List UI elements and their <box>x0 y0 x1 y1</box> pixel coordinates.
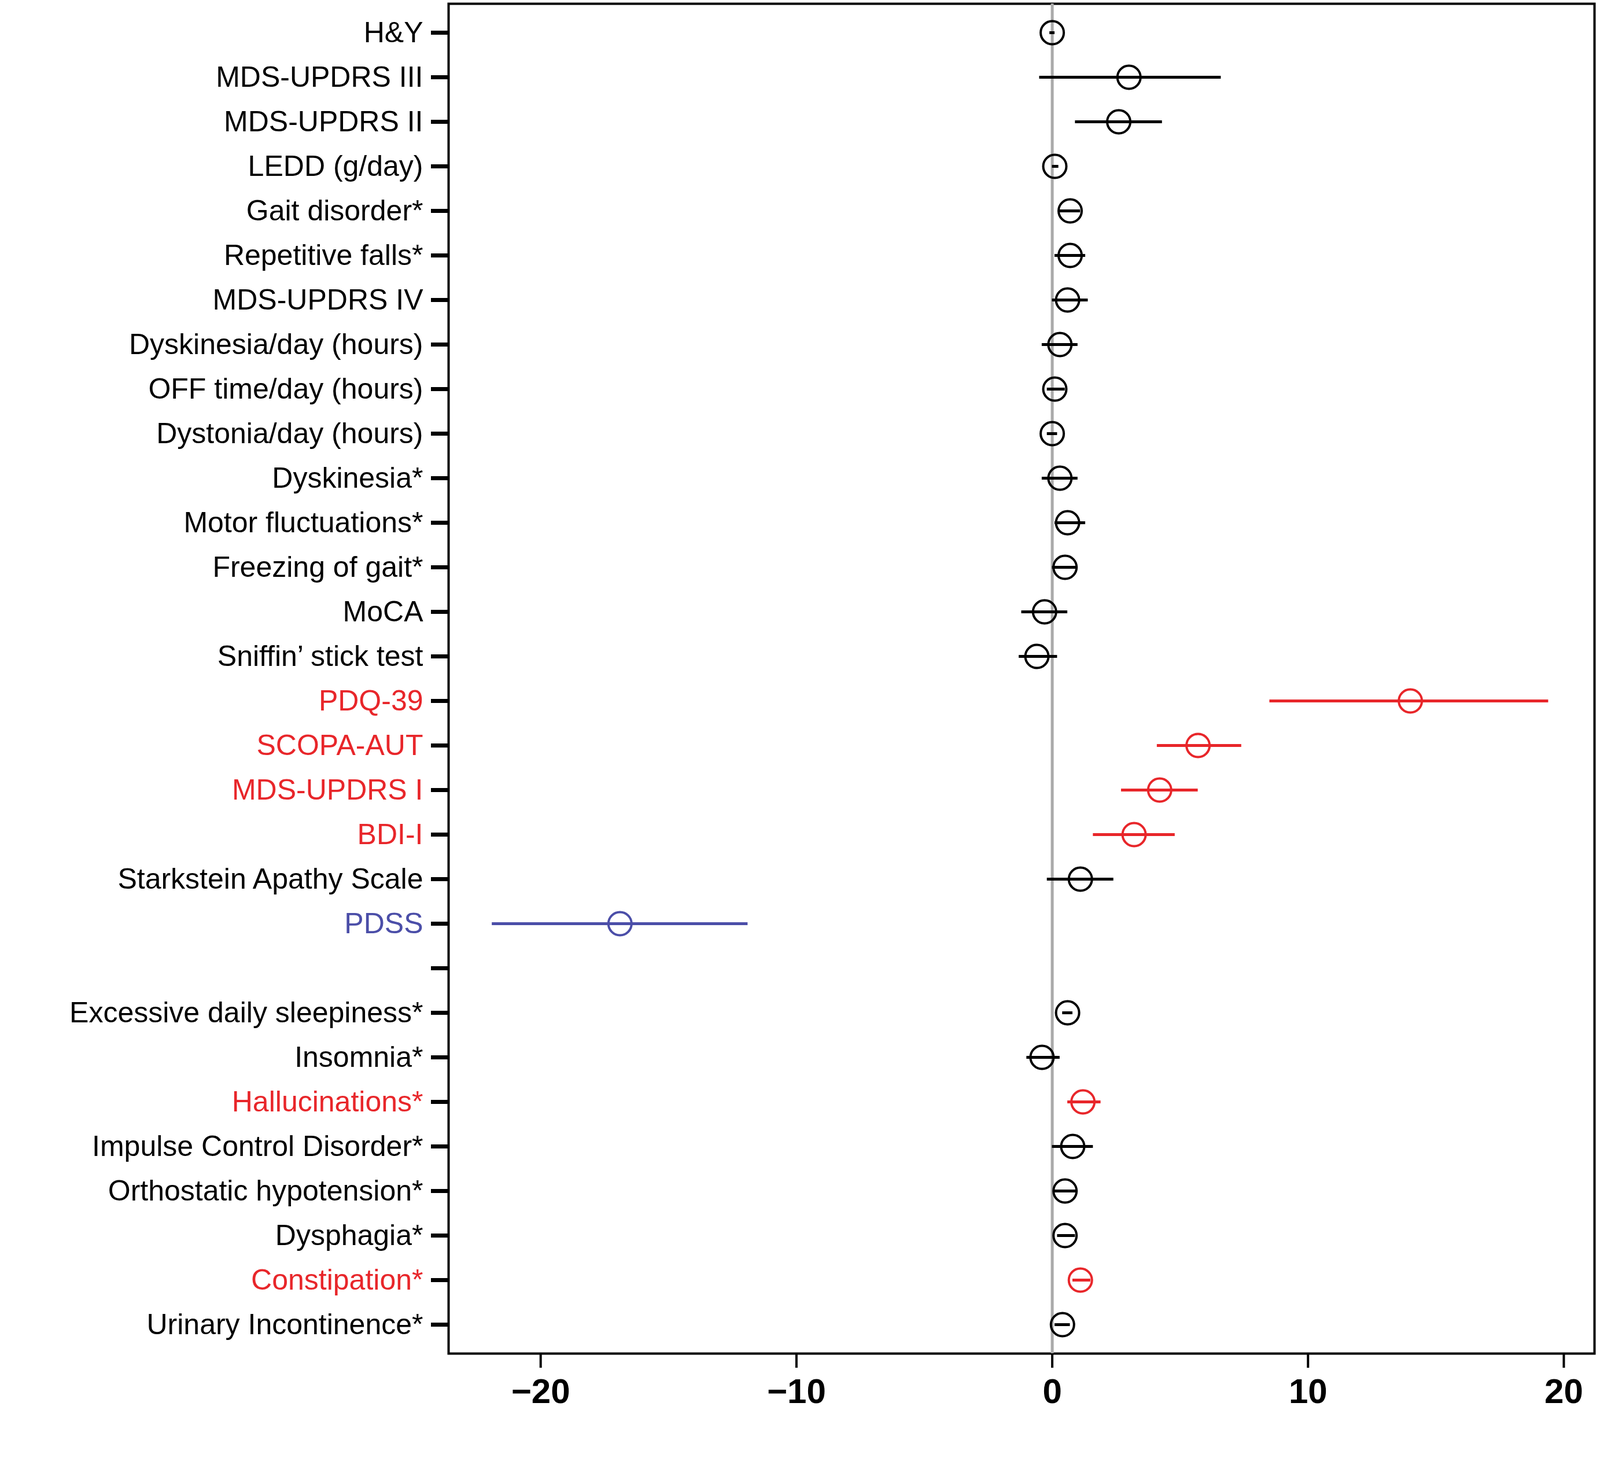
svg-text:PDQ-39: PDQ-39 <box>318 684 424 717</box>
svg-text:PDSS: PDSS <box>344 907 423 940</box>
svg-text:Repetitive falls*: Repetitive falls* <box>223 238 424 272</box>
svg-text:MDS-UPDRS II: MDS-UPDRS II <box>223 105 423 138</box>
svg-text:Constipation*: Constipation* <box>251 1263 423 1296</box>
svg-text:0: 0 <box>1042 1371 1062 1411</box>
svg-text:Starkstein Apathy Scale: Starkstein Apathy Scale <box>117 862 423 895</box>
svg-text:−10: −10 <box>767 1371 827 1411</box>
svg-text:OFF time/day (hours): OFF time/day (hours) <box>148 372 423 405</box>
svg-text:Motor fluctuations*: Motor fluctuations* <box>183 506 423 539</box>
svg-text:Orthostatic hypotension*: Orthostatic hypotension* <box>108 1174 424 1207</box>
svg-text:H&Y: H&Y <box>363 16 424 49</box>
svg-text:Hallucinations*: Hallucinations* <box>231 1085 424 1118</box>
svg-text:MDS-UPDRS I: MDS-UPDRS I <box>231 773 424 806</box>
svg-text:20: 20 <box>1544 1371 1584 1411</box>
svg-text:Impulse Control Disorder*: Impulse Control Disorder* <box>91 1129 423 1163</box>
svg-text:Sniffin’ stick test: Sniffin’ stick test <box>217 639 424 673</box>
svg-text:Dyskinesia*: Dyskinesia* <box>271 461 423 494</box>
svg-text:BDI-I: BDI-I <box>357 817 424 851</box>
svg-text:10: 10 <box>1288 1371 1328 1411</box>
svg-text:Excessive daily sleepiness*: Excessive daily sleepiness* <box>69 996 423 1029</box>
svg-text:Urinary Incontinence*: Urinary Incontinence* <box>146 1307 423 1341</box>
svg-text:LEDD (g/day): LEDD (g/day) <box>248 149 424 183</box>
svg-text:Freezing of gait*: Freezing of gait* <box>212 550 423 584</box>
svg-text:Gait disorder*: Gait disorder* <box>246 194 424 227</box>
svg-text:MoCA: MoCA <box>343 595 425 628</box>
svg-text:SCOPA-AUT: SCOPA-AUT <box>256 728 424 762</box>
svg-text:Insomnia*: Insomnia* <box>294 1040 423 1074</box>
svg-text:Dysphagia*: Dysphagia* <box>275 1218 424 1252</box>
svg-text:Dyskinesia/day (hours): Dyskinesia/day (hours) <box>128 327 424 361</box>
svg-text:MDS-UPDRS IV: MDS-UPDRS IV <box>212 283 425 316</box>
svg-text:MDS-UPDRS III: MDS-UPDRS III <box>215 60 423 94</box>
svg-text:−20: −20 <box>511 1371 571 1411</box>
svg-text:Dystonia/day (hours): Dystonia/day (hours) <box>156 417 423 450</box>
